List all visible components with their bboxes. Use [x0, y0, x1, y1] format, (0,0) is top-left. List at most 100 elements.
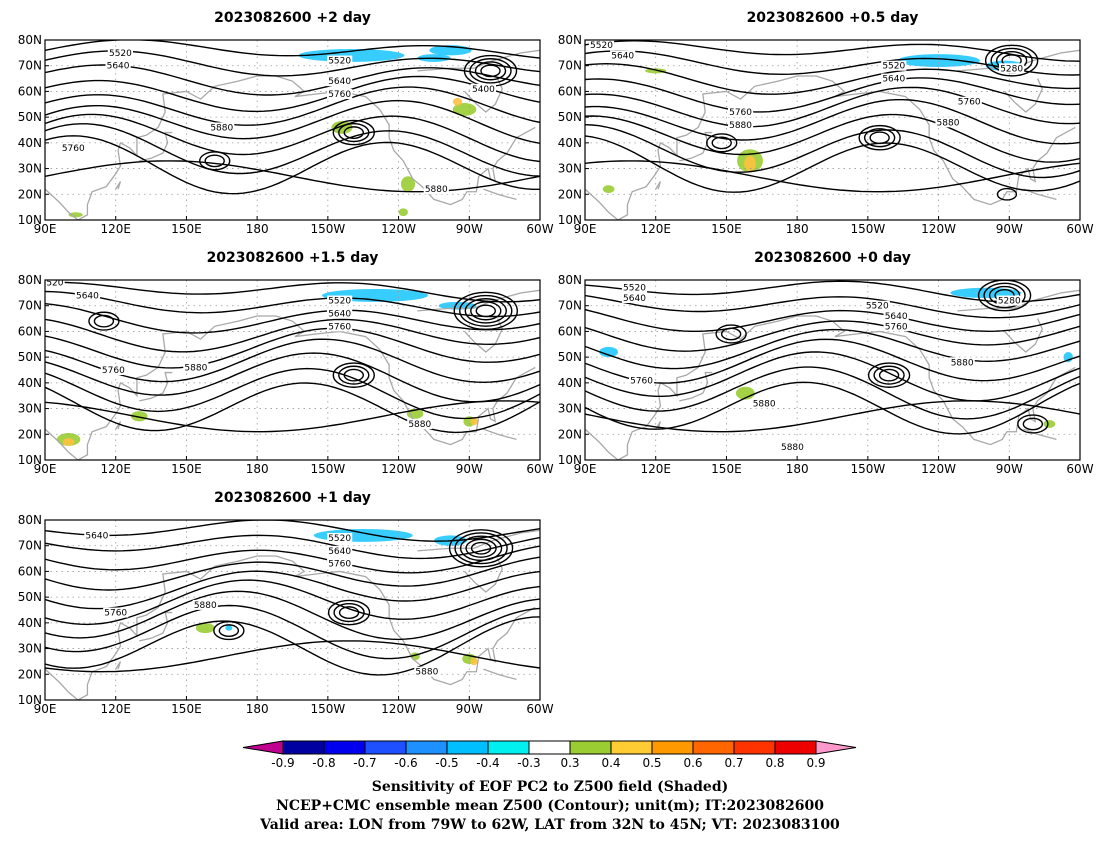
longitude-tick-label: 150E	[171, 222, 202, 236]
height-contour	[585, 160, 1080, 193]
longitude-tick-label: 90E	[34, 702, 57, 716]
contour-label: 5640	[328, 547, 351, 557]
colorbar-tick-label: -0.6	[394, 756, 417, 770]
contour-label-background	[60, 143, 86, 153]
negative-sensitivity-shading	[897, 54, 980, 67]
closed-contour	[706, 133, 738, 153]
contour-label-background	[949, 357, 975, 368]
closed-contour	[867, 362, 911, 388]
longitude-tick-label: 120E	[100, 702, 131, 716]
longitude-tick-label: 90E	[34, 222, 57, 236]
longitude-tick-label: 180	[246, 462, 269, 476]
latitude-tick-label: 30N	[558, 162, 582, 176]
panel-frame	[44, 279, 541, 461]
latitude-tick-label: 60N	[558, 324, 582, 338]
panel-title: 2023082600 +2 day	[214, 10, 371, 26]
height-contour	[585, 62, 1080, 95]
height-contour	[45, 40, 540, 59]
height-contour	[45, 590, 540, 641]
coastline	[483, 188, 517, 201]
height-contour	[585, 351, 1080, 402]
contour-label: 5520	[328, 297, 351, 307]
closed-contour	[470, 301, 502, 321]
positive-sensitivity-shading	[645, 68, 667, 74]
contour-label: 5880	[425, 185, 448, 195]
contour-label-background	[183, 362, 209, 373]
longitude-tick-label: 120W	[921, 462, 956, 476]
contour-label-background	[628, 375, 655, 386]
contour-label-background	[588, 40, 615, 51]
height-contour	[585, 113, 1080, 163]
latitude-tick-label: 40N	[18, 616, 42, 630]
longitude-tick-label: 60W	[1066, 222, 1093, 236]
longitude-tick-label: 120W	[381, 222, 416, 236]
closed-contour	[332, 362, 375, 388]
strong-positive-shading	[470, 417, 478, 426]
coastline	[815, 75, 1076, 206]
contour-label: 5520	[590, 41, 613, 51]
longitude-tick-label: 150E	[171, 702, 202, 716]
closed-contour	[333, 602, 365, 623]
longitude-tick-label: 180	[786, 462, 809, 476]
closed-contour	[996, 187, 1018, 201]
height-contour	[585, 86, 1080, 128]
colorbar-segment	[569, 740, 612, 755]
positive-sensitivity-shading	[195, 622, 215, 634]
colorbar-left-arrow	[242, 740, 284, 755]
longitude-tick-label: 150E	[711, 462, 742, 476]
height-contour	[45, 556, 540, 591]
contour-label-background	[779, 442, 806, 453]
strong-positive-shading	[452, 97, 463, 106]
map-field: 5640 5520 5640 5760 5760 5880 5880	[45, 520, 540, 700]
contour-label: 5640	[882, 75, 905, 85]
contour-label-background	[423, 184, 449, 195]
contour-label: 5640	[85, 531, 108, 541]
contour-label-background	[414, 666, 440, 677]
longitude-tick-label: 150W	[310, 222, 345, 236]
contour-label-background	[192, 599, 218, 610]
height-contour	[45, 338, 540, 384]
closed-contour	[463, 54, 518, 87]
longitude-tick-label: 120E	[640, 222, 671, 236]
longitude-tick-label: 120W	[921, 222, 956, 236]
closed-contour	[465, 538, 497, 558]
coastline	[139, 611, 173, 642]
coastline	[45, 315, 276, 460]
contour-label: 5640	[328, 309, 351, 319]
coastline	[139, 371, 173, 402]
latitude-tick-label: 80N	[18, 273, 42, 287]
closed-contour	[869, 131, 890, 145]
contour-label-background	[107, 47, 134, 58]
height-contour	[585, 40, 1080, 62]
contour-label: 5760	[958, 98, 981, 108]
coastline	[115, 181, 122, 190]
latitude-tick-label: 70N	[18, 299, 42, 313]
height-contour	[585, 338, 1080, 384]
longitude-tick-label: 60W	[526, 702, 553, 716]
latitude-tick-label: 50N	[18, 350, 42, 364]
contour-label-background	[45, 280, 65, 288]
positive-sensitivity-shading	[398, 208, 408, 217]
colorbar: -0.9 -0.8 -0.7 -0.6 -0.5 -0.4 -0.3 0.3 0.4 0.5 0.6…	[242, 740, 857, 770]
strong-positive-shading	[744, 155, 756, 172]
height-contour	[45, 382, 540, 434]
contour-label-background	[84, 530, 110, 541]
contour-label: 5640	[328, 77, 351, 87]
contour-label: 5280	[998, 297, 1021, 307]
colorbar-segment	[405, 740, 448, 755]
latitude-tick-label: 60N	[18, 324, 42, 338]
positive-sensitivity-shading	[68, 212, 83, 218]
contour-label-background	[883, 311, 909, 321]
longitude-tick-label: 150E	[171, 462, 202, 476]
height-contour	[45, 640, 540, 673]
longitude-tick-label: 60W	[526, 222, 553, 236]
coastline	[679, 131, 713, 162]
longitude-tick-label: 60W	[1066, 462, 1093, 476]
latitude-tick-label: 60N	[18, 564, 42, 578]
height-contour	[45, 281, 540, 303]
contour-label: 5520	[328, 57, 351, 67]
latitude-tick-label: 70N	[18, 59, 42, 73]
contour-label-background	[727, 107, 754, 117]
colorbar-segment	[774, 740, 817, 755]
latitude-tick-label: 40N	[558, 376, 582, 390]
